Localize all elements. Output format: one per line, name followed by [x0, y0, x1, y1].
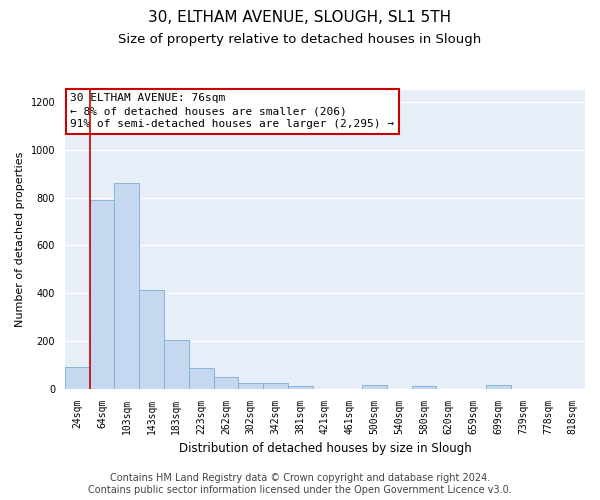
Bar — [89, 200, 115, 388]
Bar — [214, 376, 238, 388]
Bar — [486, 385, 511, 388]
Bar — [65, 367, 89, 388]
Text: Contains HM Land Registry data © Crown copyright and database right 2024.
Contai: Contains HM Land Registry data © Crown c… — [88, 474, 512, 495]
Bar — [164, 340, 189, 388]
Bar — [362, 385, 387, 388]
Bar — [288, 386, 313, 388]
Bar — [189, 368, 214, 388]
Bar — [238, 382, 263, 388]
Bar — [139, 290, 164, 388]
Text: 30, ELTHAM AVENUE, SLOUGH, SL1 5TH: 30, ELTHAM AVENUE, SLOUGH, SL1 5TH — [148, 10, 452, 25]
Text: 30 ELTHAM AVENUE: 76sqm
← 8% of detached houses are smaller (206)
91% of semi-de: 30 ELTHAM AVENUE: 76sqm ← 8% of detached… — [70, 93, 394, 130]
Bar — [115, 183, 139, 388]
Bar — [412, 386, 436, 388]
Y-axis label: Number of detached properties: Number of detached properties — [15, 152, 25, 327]
Bar — [263, 384, 288, 388]
Text: Size of property relative to detached houses in Slough: Size of property relative to detached ho… — [118, 32, 482, 46]
X-axis label: Distribution of detached houses by size in Slough: Distribution of detached houses by size … — [179, 442, 472, 455]
